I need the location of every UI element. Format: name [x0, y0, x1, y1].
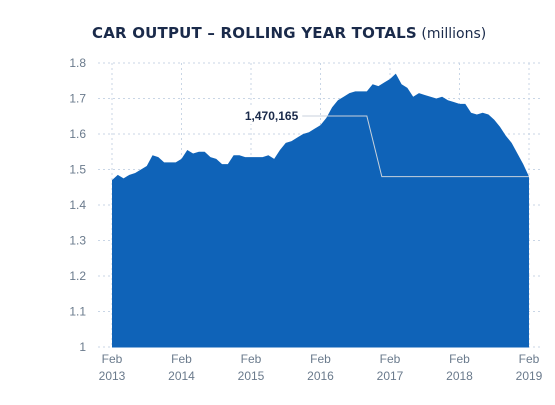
y-tick-label: 1.4: [69, 198, 86, 212]
chart-title-text: CAR OUTPUT – ROLLING YEAR TOTALS: [92, 24, 417, 42]
x-tick-month: Feb: [449, 352, 470, 366]
x-tick-month: Feb: [102, 352, 123, 366]
y-tick-label: 1.6: [69, 127, 86, 141]
y-axis-ticks: 1 1.1 1.2 1.3 1.4 1.5 1.6 1.7 1.8: [69, 56, 86, 354]
chart-title: CAR OUTPUT – ROLLING YEAR TOTALS (millio…: [92, 24, 486, 43]
area-series: [112, 73, 529, 348]
y-tick-label: 1.5: [69, 163, 86, 177]
x-tick-month: Feb: [310, 352, 331, 366]
y-tick-label: 1.1: [69, 305, 86, 319]
y-tick-label: 1.2: [69, 269, 86, 283]
x-tick-year: 2016: [307, 369, 334, 383]
x-tick-month: Feb: [171, 352, 192, 366]
x-tick-year: 2013: [99, 369, 126, 383]
x-tick-year: 2018: [446, 369, 473, 383]
annotation: 1,470,165: [235, 107, 529, 178]
x-tick-year: 2015: [238, 369, 265, 383]
x-tick-month: Feb: [241, 352, 262, 366]
y-tick-label: 1: [79, 340, 86, 354]
x-tick-year: 2014: [168, 369, 195, 383]
x-tick-year: 2019: [516, 369, 543, 383]
x-tick-month: Feb: [519, 352, 540, 366]
plot-area: [112, 73, 529, 348]
x-tick-month: Feb: [380, 352, 401, 366]
y-tick-label: 1.8: [69, 56, 86, 70]
x-tick-year: 2017: [377, 369, 404, 383]
x-axis-ticks: Feb 2013 Feb 2014 Feb 2015 Feb 2016 Feb 2017 Feb 20…: [99, 352, 543, 383]
chart-title-unit: (millions): [421, 26, 487, 42]
y-tick-label: 1.7: [69, 92, 86, 106]
annotation-leader-line: [302, 115, 529, 178]
annotation-label: 1,470,165: [245, 109, 299, 123]
annotation-label-bg: [235, 107, 302, 124]
y-tick-label: 1.3: [69, 234, 86, 248]
